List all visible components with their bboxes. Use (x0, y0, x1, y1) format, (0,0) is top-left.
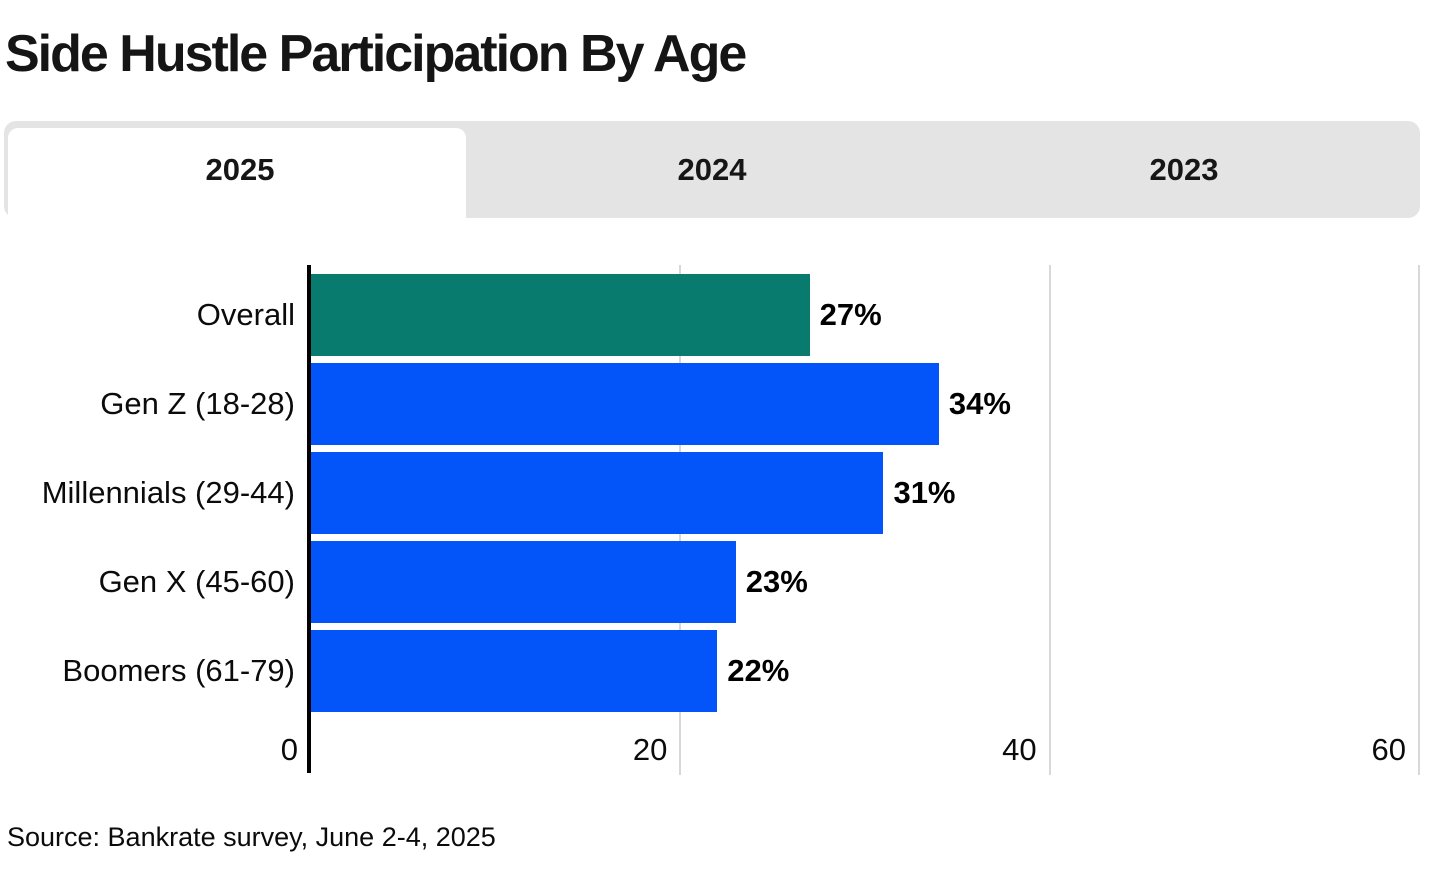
bar (311, 630, 718, 712)
tab-2025[interactable]: 2025 (4, 121, 476, 218)
tab-2023-label: 2023 (1149, 151, 1219, 187)
gridline-40 (1048, 265, 1051, 775)
chart-row: Boomers (61-79) 22% (0, 630, 1456, 712)
page-title: Side Hustle Participation By Age (5, 25, 747, 83)
bar-track: 23% (311, 541, 1419, 623)
tab-2024[interactable]: 2024 (476, 121, 948, 218)
bar-value-label: 31% (893, 475, 956, 510)
year-tab-bar: 2025 2024 2023 (4, 121, 1420, 240)
bar-track: 31% (311, 452, 1419, 534)
bar (311, 541, 736, 623)
x-tick-label-40: 40 (1002, 732, 1037, 767)
chart-rows: Overall 27% Gen Z (18-28) 34% Millennials (2… (0, 274, 1456, 719)
category-label: Overall (196, 297, 295, 332)
chart-row: Overall 27% (0, 274, 1456, 356)
bar-track: 22% (311, 630, 1419, 712)
bar-track: 34% (311, 363, 1419, 445)
chart-row: Gen X (45-60) 23% (0, 541, 1456, 623)
chart-row: Gen Z (18-28) 34% (0, 363, 1456, 445)
bar-value-label: 23% (745, 564, 808, 599)
bar (311, 363, 939, 445)
bar-value-label: 27% (819, 297, 882, 332)
category-label: Gen Z (18-28) (100, 386, 295, 421)
category-label: Boomers (61-79) (62, 653, 295, 688)
x-tick-label-20: 20 (632, 732, 668, 767)
bar-chart: Overall 27% Gen Z (18-28) 34% Millennials (2… (0, 265, 1456, 775)
bar-value-label: 34% (948, 386, 1011, 421)
source-note: Source: Bankrate survey, June 2-4, 2025 (7, 822, 496, 852)
chart-row: Millennials (29-44) 31% (0, 452, 1456, 534)
bar-track: 27% (311, 274, 1419, 356)
category-label: Millennials (29-44) (41, 475, 295, 510)
active-tab-highlight (8, 128, 466, 240)
bar (311, 452, 884, 534)
x-tick-label-0: 0 (280, 732, 298, 767)
tab-2024-label: 2024 (677, 151, 747, 187)
bar-value-label: 22% (727, 653, 790, 688)
tab-2023[interactable]: 2023 (948, 121, 1420, 218)
tab-2025-label: 2025 (205, 151, 275, 187)
bar (311, 274, 810, 356)
x-tick-label-60: 60 (1371, 732, 1406, 767)
y-axis-line (307, 265, 311, 773)
gridline-60 (1418, 265, 1420, 775)
category-label: Gen X (45-60) (98, 564, 295, 599)
